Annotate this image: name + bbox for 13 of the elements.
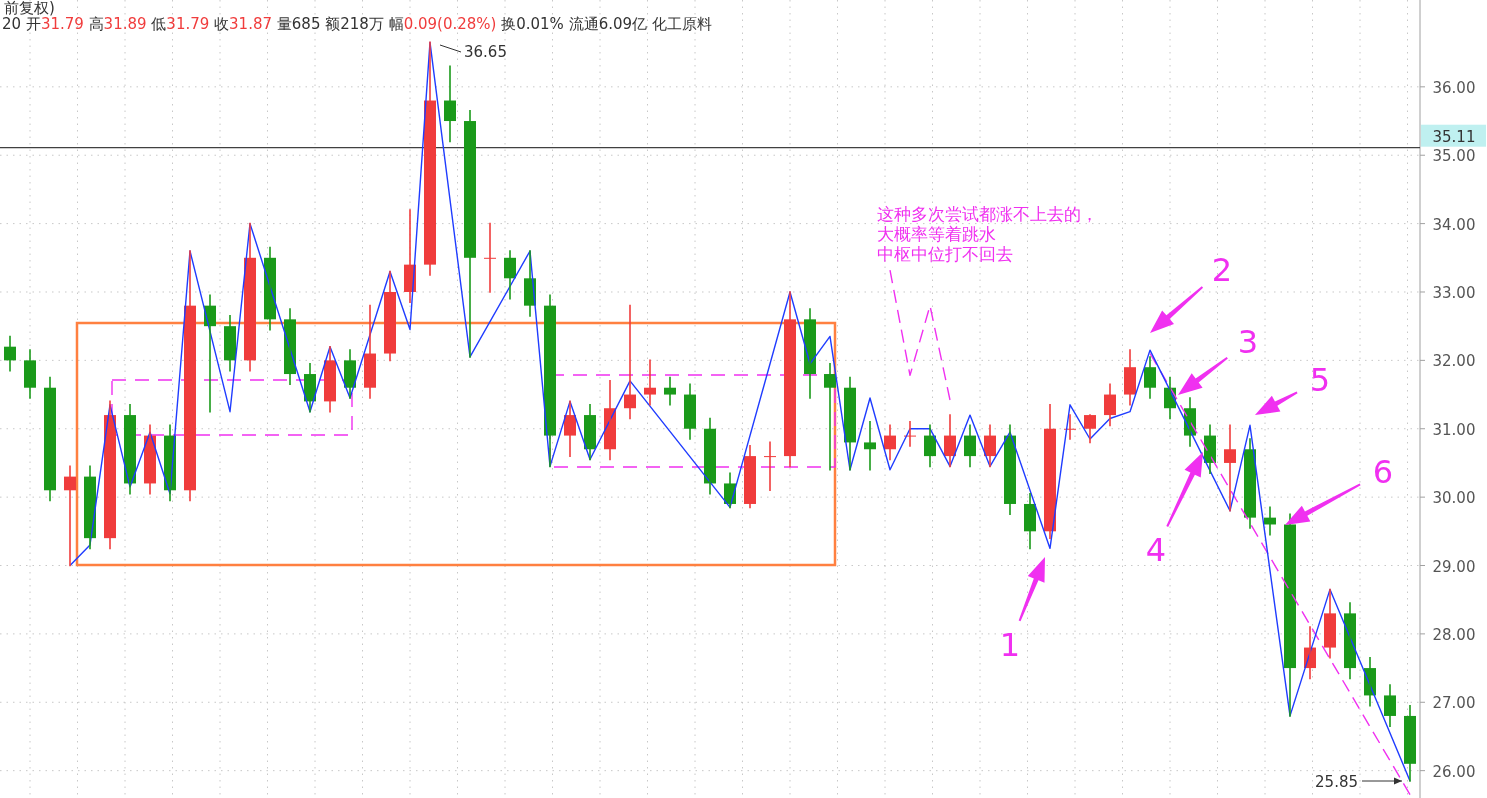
annotation: 4 [1145, 531, 1167, 569]
annotation: 25.85 [1315, 773, 1358, 791]
title: 前复权) [4, 0, 55, 17]
annotation: 5 [1309, 361, 1331, 399]
subtitle: 20 开31.79 高31.89 低31.79 收31.87 量685 额218万 幅0.09(0.28%) 换0.01% 流通6.09亿 化工原料 [2, 15, 712, 33]
annotation: 36.65 [464, 43, 507, 61]
annotation: 6 [1372, 453, 1394, 491]
annotation: 3 [1237, 323, 1259, 361]
annotation: 这种多次尝试都涨不上去的， [877, 204, 1098, 224]
annotation: 1 [999, 626, 1021, 664]
annotation: 中枢中位打不回去 [877, 244, 1013, 264]
annotation: 2 [1211, 251, 1233, 289]
annotation: 大概率等着跳水 [877, 224, 996, 244]
